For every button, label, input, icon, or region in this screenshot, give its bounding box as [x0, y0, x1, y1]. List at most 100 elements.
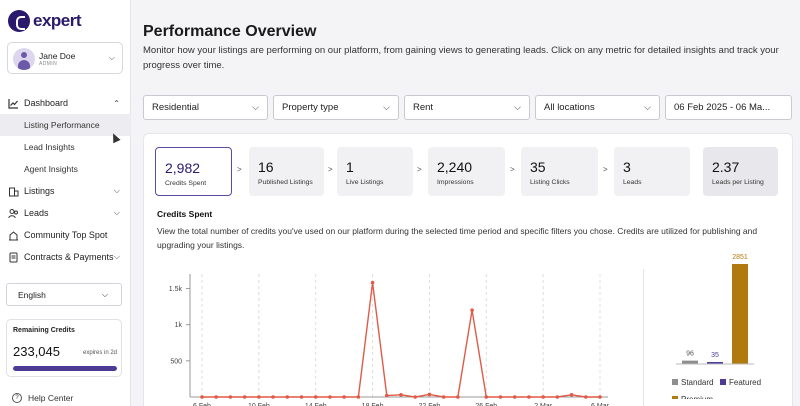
chevron-down-icon: ⌵ — [113, 252, 120, 261]
sidebar-subitem-listing-performance[interactable]: Listing Performance — [0, 114, 131, 136]
brand-name: expert — [33, 11, 82, 30]
bar — [732, 264, 748, 364]
user-role: ADMIN — [39, 61, 58, 67]
brand-logo[interactable]: expert — [8, 10, 82, 32]
property-type-select[interactable]: Property type ⌵ — [273, 95, 399, 120]
sidebar-item-listings[interactable]: Listings ⌵ — [0, 180, 131, 202]
document-icon — [8, 252, 19, 263]
language-value: English — [18, 289, 46, 300]
x-tick-label: 22 Feb — [419, 403, 441, 406]
user-name: Jane Doe — [39, 51, 76, 61]
data-point — [427, 392, 432, 397]
metric-label: Leads per Listing — [712, 179, 764, 186]
bar-data-label: 35 — [711, 352, 719, 359]
chevron-down-icon: ⌵ — [514, 102, 521, 112]
series-line — [202, 282, 600, 398]
section-description: View the total number of credits you've … — [157, 226, 758, 250]
data-point — [555, 395, 560, 399]
sidebar-item-leads[interactable]: Leads ⌵ — [0, 202, 131, 224]
data-point — [200, 395, 204, 399]
data-point — [413, 395, 418, 399]
credits-title: Remaining Credits — [13, 327, 75, 334]
data-point — [299, 395, 304, 399]
user-menu[interactable]: Jane Doe ADMIN ⌵ — [7, 42, 123, 74]
data-point — [498, 395, 503, 399]
credits-bar-chart: 96 35 2851 Standard Featured Premium — [672, 254, 761, 399]
sidebar-item-community-top-spot[interactable]: Community Top Spot — [0, 224, 131, 246]
chevron-down-icon: ⌵ — [113, 186, 120, 195]
metric-value: 16 — [258, 159, 274, 175]
data-point — [512, 395, 517, 399]
data-point — [583, 395, 588, 399]
x-tick-label: 14 Feb — [305, 403, 327, 406]
metric-credits-spent[interactable]: 2,982 Credits Spent — [155, 147, 232, 196]
chevron-down-icon: ⌵ — [383, 102, 390, 112]
metric-leads-per-listing[interactable]: 2.37 Leads per Listing — [703, 147, 778, 196]
y-tick-label: 1.5k — [169, 286, 183, 293]
sidebar-item-contracts-payments[interactable]: Contracts & Payments ⌵ — [0, 246, 131, 268]
x-tick-label: 6 Mar — [591, 403, 610, 406]
chevron-up-icon: ⌃ — [113, 98, 120, 108]
legend-label: Premium — [681, 395, 713, 399]
data-point — [441, 395, 446, 399]
credits-progress — [13, 366, 117, 371]
arrow-icon: > — [603, 165, 608, 174]
sidebar-item-label: Dashboard — [24, 98, 69, 108]
sidebar-item-label: Listings — [24, 186, 55, 196]
help-center-link[interactable]: ? Help Center — [12, 393, 73, 403]
sidebar-subitem-lead-insights[interactable]: Lead Insights — [24, 142, 75, 152]
metric-published-listings[interactable]: 16 Published Listings — [249, 147, 324, 196]
bar — [707, 362, 723, 364]
offering-select[interactable]: Rent ⌵ — [404, 95, 530, 120]
data-point — [313, 395, 318, 399]
chevron-down-icon: ⌵ — [113, 208, 120, 217]
metric-impressions[interactable]: 2,240 Impressions — [428, 147, 505, 196]
help-icon: ? — [12, 393, 22, 403]
data-point — [484, 395, 489, 399]
credits-expiry: expires in 2d — [83, 350, 118, 356]
location-value: All locations — [544, 102, 595, 113]
date-range-select[interactable]: 06 Feb 2025 - 06 Ma... — [665, 95, 792, 120]
data-point — [456, 395, 460, 399]
x-tick-label: 18 Feb — [362, 403, 384, 406]
arrow-icon: > — [510, 165, 515, 174]
sidebar-item-label: Community Top Spot — [24, 230, 108, 240]
data-point — [242, 395, 247, 399]
chart-divider — [643, 269, 644, 406]
date-range-value: 06 Feb 2025 - 06 Ma... — [674, 102, 771, 113]
metric-listing-clicks[interactable]: 35 Listing Clicks — [521, 147, 598, 196]
metric-live-listings[interactable]: 1 Live Listings — [337, 147, 413, 196]
data-point — [399, 393, 403, 397]
legend-label: Featured — [729, 378, 761, 387]
x-tick-label: 10 Feb — [248, 403, 270, 406]
chevron-down-icon: ⌵ — [644, 102, 651, 112]
metric-value: 35 — [530, 159, 546, 175]
sidebar-item-dashboard[interactable]: Dashboard ⌃ — [0, 92, 131, 114]
data-point — [214, 395, 219, 399]
data-point — [569, 393, 574, 397]
metric-value: 2,982 — [165, 160, 201, 176]
metric-value: 2.37 — [712, 159, 740, 175]
section-title: Credits Spent — [157, 209, 213, 219]
metric-leads[interactable]: 3 Leads — [614, 147, 690, 196]
data-point — [285, 395, 290, 399]
location-select[interactable]: All locations ⌵ — [535, 95, 660, 120]
logo-icon — [8, 10, 30, 32]
x-tick-label: 2 Mar — [534, 403, 553, 406]
metric-label: Listing Clicks — [530, 179, 570, 186]
data-point — [271, 395, 275, 399]
metric-value: 1 — [346, 159, 354, 175]
sidebar-subitem-agent-insights[interactable]: Agent Insights — [24, 164, 78, 174]
sidebar-item-label: Leads — [24, 208, 49, 218]
category-select[interactable]: Residential ⌵ — [143, 95, 268, 120]
chevron-down-icon: ⌵ — [252, 102, 259, 112]
data-point — [384, 393, 389, 398]
data-point — [328, 395, 332, 399]
community-icon — [8, 230, 19, 241]
metric-value: 3 — [623, 159, 631, 175]
language-select[interactable]: English ⌵ — [6, 283, 122, 306]
data-point — [541, 395, 545, 399]
data-point — [470, 308, 474, 312]
credits-progress-fill — [13, 366, 117, 371]
bar-data-label: 2851 — [732, 254, 748, 261]
